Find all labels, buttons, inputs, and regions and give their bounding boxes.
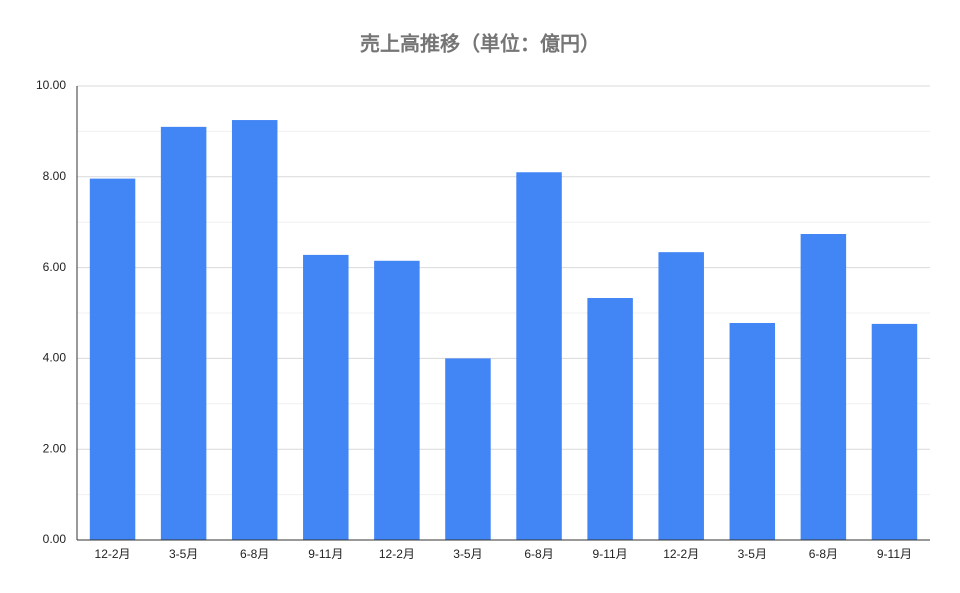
x-tick-label: 9-11月 [877, 547, 912, 561]
bar [587, 298, 633, 540]
x-tick-label: 12-2月 [663, 547, 699, 561]
y-tick-label: 10.00 [36, 78, 66, 92]
x-tick-label: 6-8月 [809, 547, 838, 561]
bar [374, 260, 420, 540]
bar [800, 234, 847, 540]
x-tick-label: 6-8月 [240, 547, 269, 561]
y-tick-label: 0.00 [43, 532, 67, 546]
x-tick-label: 3-5月 [738, 547, 767, 561]
y-tick-label: 2.00 [43, 441, 67, 455]
x-tick-label: 9-11月 [593, 547, 628, 561]
x-tick-label: 12-2月 [95, 547, 131, 561]
x-tick-label: 6-8月 [524, 547, 553, 561]
x-tick-label: 3-5月 [453, 547, 482, 561]
chart-title: 売上高推移（単位：億円） [360, 31, 600, 55]
bar [89, 178, 136, 540]
bar [729, 322, 776, 540]
bar [303, 254, 349, 540]
y-tick-label: 6.00 [43, 260, 67, 274]
bar [160, 126, 207, 541]
x-tick-label: 3-5月 [169, 547, 198, 561]
y-tick-label: 8.00 [43, 169, 67, 183]
bar [871, 323, 918, 540]
x-tick-label: 9-11月 [308, 547, 343, 561]
bar [231, 120, 278, 541]
x-tick-label: 12-2月 [379, 547, 415, 561]
bar [658, 252, 704, 540]
bar [516, 172, 562, 540]
y-tick-label: 4.00 [43, 351, 67, 365]
bar [445, 358, 491, 540]
